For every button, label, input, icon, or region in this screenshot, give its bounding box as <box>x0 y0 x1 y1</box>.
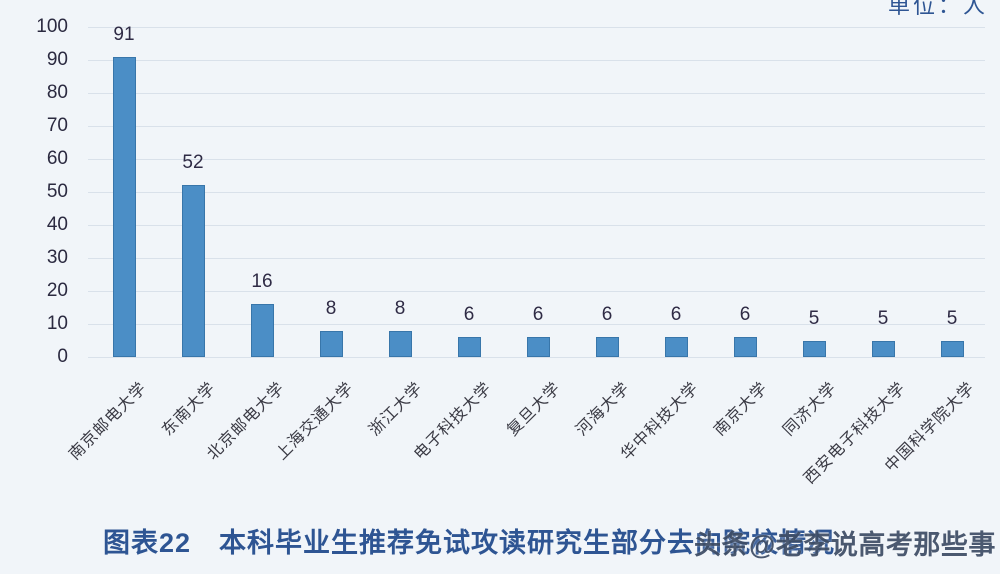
bar <box>388 330 412 357</box>
gridline <box>88 323 985 325</box>
x-category-label: 东南大学 <box>159 379 220 440</box>
y-tick-label: 100 <box>36 16 68 37</box>
watermark-text: 头条@老李说高考那些事 <box>694 530 996 560</box>
bar-value-label: 6 <box>739 304 751 326</box>
bar <box>250 304 274 357</box>
bar-value-label: 6 <box>463 304 475 326</box>
bar <box>871 340 895 357</box>
y-tick-label: 10 <box>46 313 68 334</box>
bar <box>319 330 343 357</box>
unit-label: 单位：人 <box>887 0 988 18</box>
gridline <box>88 191 985 193</box>
y-tick-label: 80 <box>46 82 68 103</box>
bar <box>457 337 481 357</box>
x-axis-category-labels: 南京邮电大学 东南大学 北京邮电大学 上海交通大学 浙江大学 电子科技大学 复旦大学 河海大学… <box>66 363 985 523</box>
x-category-label: 同济大学 <box>780 379 841 440</box>
gridline <box>88 356 985 358</box>
gridline <box>88 59 985 61</box>
gridline <box>88 257 985 259</box>
y-tick-label: 30 <box>46 247 68 268</box>
bar-value-label: 6 <box>601 304 613 326</box>
bar-value-label: 16 <box>251 271 273 293</box>
y-axis-tick-labels: 0 10 20 30 40 50 60 70 80 90 100 <box>0 17 76 367</box>
bar-value-label: 5 <box>877 307 889 329</box>
chart-caption: 图表22 本科毕业生推荐免试攻读研究生部分去向院校情况 <box>103 528 836 558</box>
bar <box>664 337 688 357</box>
x-category-label: 河海大学 <box>573 379 634 440</box>
gridline <box>88 125 985 127</box>
bar-value-label: 52 <box>182 152 204 174</box>
y-tick-label: 70 <box>46 115 68 136</box>
x-category-label: 南京邮电大学 <box>66 379 151 464</box>
bar-value-label: 8 <box>394 297 406 319</box>
y-tick-label: 0 <box>57 346 68 367</box>
gridline <box>88 224 985 226</box>
bar-value-label: 5 <box>808 307 820 329</box>
bar-value-label: 6 <box>532 304 544 326</box>
bar-value-label: 5 <box>946 307 958 329</box>
bar <box>526 337 550 357</box>
bar <box>940 340 964 357</box>
bar <box>181 185 205 357</box>
bar-value-label: 8 <box>325 297 337 319</box>
y-tick-label: 50 <box>46 181 68 202</box>
gridline <box>88 26 985 28</box>
plot-area: 91 52 16 8 8 6 6 6 6 6 5 5 5 <box>88 23 985 358</box>
x-category-label: 复旦大学 <box>504 379 565 440</box>
y-tick-label: 40 <box>46 214 68 235</box>
x-category-label: 南京大学 <box>711 379 772 440</box>
gridline <box>88 290 985 292</box>
bar-value-label: 6 <box>670 304 682 326</box>
gridline <box>88 92 985 94</box>
y-tick-label: 90 <box>46 49 68 70</box>
bar-value-label: 91 <box>113 23 135 45</box>
y-tick-label: 60 <box>46 148 68 169</box>
bar <box>595 337 619 357</box>
bar <box>112 56 136 357</box>
bar <box>733 337 757 357</box>
y-tick-label: 20 <box>46 280 68 301</box>
gridline <box>88 158 985 160</box>
x-category-label: 浙江大学 <box>366 379 427 440</box>
bar <box>802 340 826 357</box>
